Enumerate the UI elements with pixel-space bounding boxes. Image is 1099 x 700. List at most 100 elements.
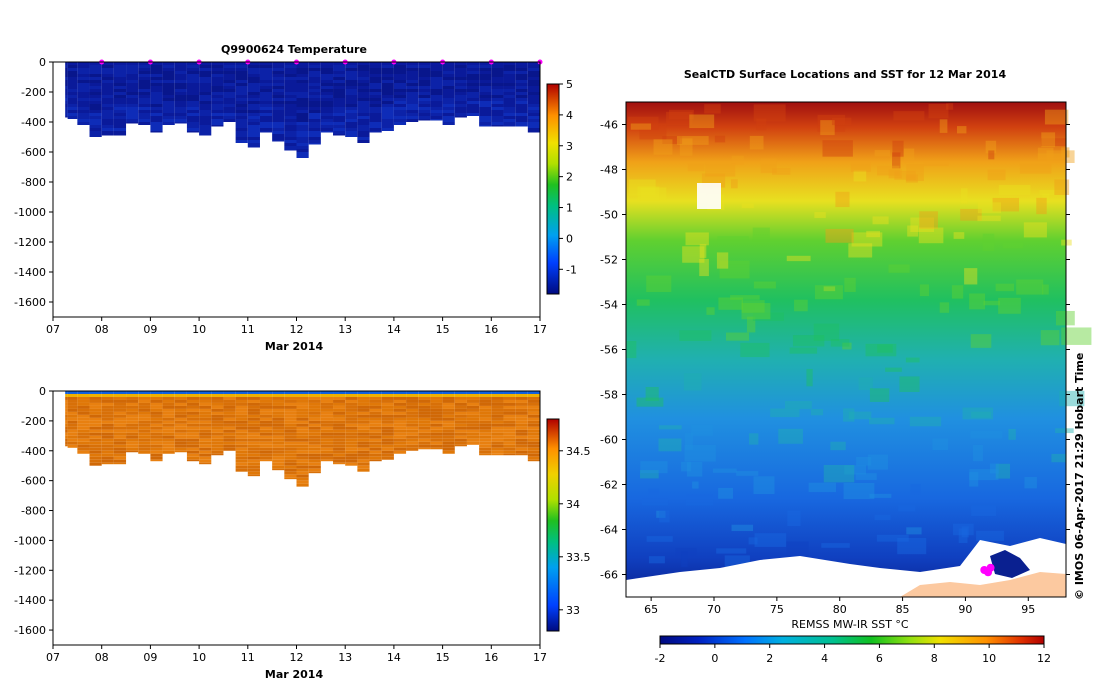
section-cell (65, 71, 68, 74)
section-cell (138, 122, 151, 125)
section-cell (174, 393, 187, 397)
section-cell (320, 65, 334, 68)
section-cell (296, 143, 309, 146)
section-cell (491, 65, 504, 68)
section-cell (406, 393, 419, 397)
section-cell (320, 438, 334, 442)
x-tick-label: 14 (387, 323, 401, 336)
x-tick-label: 07 (46, 651, 60, 664)
section-cell (126, 80, 139, 83)
section-cell (174, 80, 187, 83)
section-cell (126, 101, 139, 104)
imos-credit: © IMOS 06-Apr-2017 21:29 Hobart Time (1073, 353, 1086, 600)
section-cell (296, 399, 309, 403)
section-cell (296, 396, 309, 400)
section-cell (515, 420, 528, 424)
section-cell (503, 119, 516, 122)
section-cell (284, 477, 297, 480)
section-cell (89, 462, 102, 466)
section-cell (333, 405, 346, 409)
section-cell (174, 65, 187, 68)
section-cell (369, 74, 382, 77)
sst-texture-patch (810, 409, 824, 416)
section-cell (333, 71, 346, 74)
section-cell (162, 113, 175, 116)
section-cell (296, 420, 309, 424)
sst-texture-patch (630, 123, 652, 130)
sst-texture-patch (753, 476, 775, 495)
sst-texture-patch (995, 283, 1015, 292)
section-cell (199, 420, 212, 424)
section-cell (77, 447, 90, 451)
sst-texture-patch (628, 116, 659, 131)
section-cell (406, 92, 419, 95)
section-cell (101, 408, 114, 412)
section-cell (430, 116, 443, 119)
sst-colorbar-scale (659, 635, 1045, 645)
section-cell (223, 104, 236, 107)
section-cell (430, 429, 443, 433)
section-cell (369, 62, 382, 65)
section-cell (174, 122, 187, 124)
section-cell (320, 77, 334, 80)
sst-colorbar-tick-label: 4 (821, 652, 828, 665)
section-cell (174, 107, 187, 110)
section-cell (126, 107, 139, 110)
sst-texture-patch (699, 244, 707, 258)
section-cell (89, 411, 102, 415)
section-cell (393, 393, 407, 397)
lon-tick-label: 95 (1021, 603, 1035, 616)
section-cell (162, 408, 175, 412)
sst-texture-patch (928, 104, 949, 119)
section-cell (369, 125, 382, 128)
section-cell (235, 107, 248, 110)
section-cell (174, 113, 187, 116)
sst-texture-patch (639, 123, 667, 140)
sst-texture-patch (907, 225, 919, 237)
section-cell (393, 420, 407, 424)
section-cell (308, 128, 321, 131)
section-cell (527, 438, 540, 442)
section-cell (247, 438, 260, 442)
section-cell (247, 80, 260, 83)
section-cell (67, 110, 78, 113)
section-cell (308, 429, 321, 433)
section-cell (491, 391, 504, 394)
section-cell (223, 107, 236, 110)
section-cell (491, 122, 504, 125)
section-cell (296, 432, 309, 436)
sst-colorbar-tick-label: 2 (766, 652, 773, 665)
section-cell (442, 399, 455, 403)
section-cell (284, 465, 297, 469)
colorbar-tick-label: 2 (566, 171, 573, 184)
sst-colorbar: -2 0 2 4 6 8 10 12 (655, 635, 1051, 665)
section-cell (381, 411, 394, 415)
section-cell (211, 65, 224, 68)
section-cell (430, 62, 443, 65)
temperature-y-axis: 0-200-400-600-800-1000-1200-1400-1600 (14, 56, 53, 309)
section-cell (393, 101, 407, 104)
section-cell (503, 104, 516, 107)
section-cell (296, 391, 309, 394)
section-cell (430, 447, 443, 450)
sst-texture-patch (653, 139, 673, 155)
section-cell (320, 80, 334, 83)
section-cell (333, 107, 346, 110)
section-cell (454, 116, 467, 118)
section-cell (296, 131, 309, 134)
section-cell (466, 396, 480, 400)
section-cell (126, 113, 139, 116)
section-cell (199, 128, 212, 131)
section-cell (369, 411, 382, 415)
sst-texture-patch (983, 300, 1000, 306)
sst-texture-patch (1055, 310, 1075, 326)
section-cell (186, 131, 200, 133)
section-cell (235, 140, 248, 143)
sst-texture-patch (893, 111, 925, 121)
section-cell (320, 104, 334, 107)
section-cell (442, 92, 455, 95)
section-cell (223, 98, 236, 101)
section-cell (211, 393, 224, 397)
section-cell (466, 113, 480, 116)
section-cell (406, 107, 419, 110)
